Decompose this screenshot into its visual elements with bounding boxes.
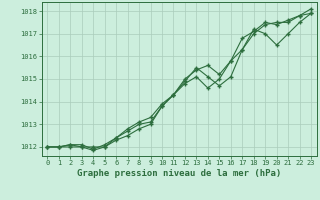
X-axis label: Graphe pression niveau de la mer (hPa): Graphe pression niveau de la mer (hPa)	[77, 169, 281, 178]
